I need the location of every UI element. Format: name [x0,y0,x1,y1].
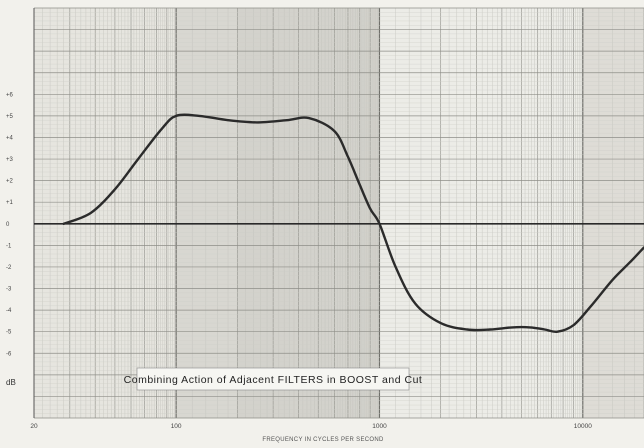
y-tick-label: +3 [6,157,14,163]
decade-band [34,8,177,418]
decade-band [379,8,583,418]
y-tick-label: -3 [6,287,12,293]
y-axis-label: dB [6,378,16,387]
response-curve-series [62,113,644,334]
y-tick-label: -5 [6,330,12,336]
y-tick-label: +1 [6,200,14,206]
grid [33,7,644,419]
chart-caption: Combining Action of Adjacent FILTERS in … [124,367,423,391]
x-tick-label: 10000 [574,423,592,430]
y-tick-label: -2 [6,265,12,271]
y-tick-label: +4 [6,135,14,141]
x-tick-label: 20 [30,423,38,430]
y-tick-label: -4 [6,308,12,314]
x-tick-label: 100 [171,423,182,430]
y-tick-label: -6 [6,351,12,357]
y-tick-label: +6 [6,92,14,98]
y-tick-label: 0 [6,222,10,228]
shaded-band [237,8,380,418]
y-tick-label: +5 [6,114,14,120]
y-tick-label: -1 [6,243,12,249]
caption-box [136,367,410,391]
x-tick-label: 1000 [372,423,387,430]
y-tick-labels: +6 +5 +4 +3 +2 +1 0 -1 -2 -3 -4 -5 -6 [6,92,14,357]
y-tick-label: +2 [6,179,14,185]
decade-band [582,8,644,418]
chart-title: Combining Action of Adjacent FILTERS in … [124,374,423,386]
x-axis-label: FREQUENCY IN CYCLES PER SECOND [262,437,384,443]
x-tick-labels: 20 100 1000 10000 [30,423,592,430]
